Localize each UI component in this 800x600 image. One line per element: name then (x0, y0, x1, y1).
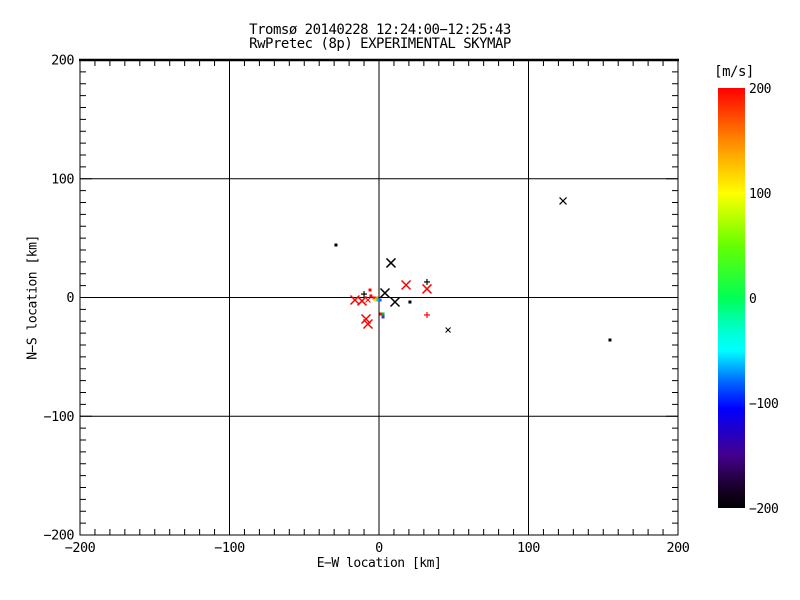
data-point (369, 294, 373, 298)
data-point (361, 291, 368, 298)
y-tick-label: 200 (51, 53, 74, 69)
plot-title: Tromsø 20140228 12:24:00−12:25:43 (249, 22, 511, 38)
colorbar-tick-label: 100 (749, 187, 771, 202)
data-points (334, 197, 612, 342)
x-tick-label: −100 (214, 540, 245, 556)
data-point (376, 298, 380, 302)
colorbar-tick-label: −200 (749, 502, 779, 517)
x-tick-label: −200 (65, 540, 96, 556)
data-point (379, 287, 391, 299)
colorbar-tick-label: 0 (749, 292, 757, 307)
colorbar-gradient (718, 88, 745, 508)
data-point (378, 298, 382, 302)
tick-labels: −200 −100 0 100 200 200 100 0 −100 −200 (43, 53, 690, 557)
data-point (381, 312, 385, 316)
plot-subtitle: RwPretec (8p) EXPERIMENTAL SKYMAP (249, 36, 511, 52)
colorbar-tick-label: −100 (749, 397, 779, 412)
data-point (385, 257, 396, 268)
x-tick-label: 100 (517, 540, 540, 556)
x-tick-label: 0 (375, 540, 383, 556)
axis-ticks (79, 59, 679, 536)
data-point (362, 318, 373, 330)
data-point (375, 296, 379, 300)
data-point (389, 296, 401, 308)
data-point (381, 315, 385, 319)
grid-lines (80, 60, 678, 535)
y-tick-label: −100 (43, 409, 74, 425)
data-point (401, 280, 412, 291)
data-point (423, 311, 430, 318)
data-point (423, 278, 430, 285)
y-tick-label: 0 (66, 290, 74, 306)
colorbar-unit-label: [m/s] (714, 64, 754, 80)
data-point (608, 338, 612, 342)
data-point (379, 312, 383, 316)
y-tick-label: 100 (51, 171, 74, 187)
colorbar-tick-label: 200 (749, 82, 771, 97)
data-point (372, 296, 376, 300)
x-axis-label: E−W location [km] (316, 556, 442, 571)
x-tick-label: 200 (667, 540, 690, 556)
data-point (408, 300, 412, 304)
y-axis-label: N−S location [km] (25, 235, 41, 360)
data-point (368, 288, 372, 292)
data-point (365, 297, 371, 303)
data-point (334, 243, 338, 247)
data-point (421, 283, 433, 294)
data-point (559, 197, 567, 205)
y-tick-label: −200 (43, 528, 74, 544)
data-point (356, 295, 367, 306)
data-point (373, 298, 377, 302)
data-point (445, 327, 451, 333)
